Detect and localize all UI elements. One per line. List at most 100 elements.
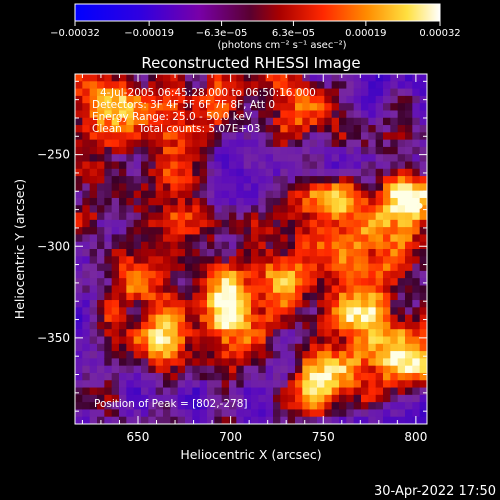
heatmap-cell xyxy=(412,263,421,272)
heatmap-cell xyxy=(317,183,325,192)
heatmap-cell xyxy=(207,117,215,126)
heatmap-cell xyxy=(207,110,215,119)
heatmap-cell xyxy=(397,125,406,133)
heatmap-cell xyxy=(104,154,113,162)
heatmap-cell xyxy=(405,380,413,388)
heatmap-cell xyxy=(397,139,406,148)
heatmap-cell xyxy=(75,81,83,89)
heatmap-cell xyxy=(75,146,83,155)
heatmap-cell xyxy=(170,110,179,119)
heatmap-cell xyxy=(302,74,311,82)
heatmap-cell xyxy=(309,394,318,403)
heatmap-cell xyxy=(383,176,391,184)
heatmap-cell xyxy=(383,103,391,111)
heatmap-cell xyxy=(331,154,340,162)
heatmap-cell xyxy=(331,219,340,228)
heatmap-cell xyxy=(280,219,289,228)
heatmap-cell xyxy=(405,263,413,272)
heatmap-cell xyxy=(148,372,157,381)
heatmap-cell xyxy=(133,314,142,323)
heatmap-cell xyxy=(346,402,355,410)
heatmap-cell xyxy=(331,270,340,279)
heatmap-cell xyxy=(148,139,157,148)
heatmap-cell xyxy=(119,380,127,388)
heatmap-cell xyxy=(207,161,215,170)
heatmap-cell xyxy=(273,416,281,424)
heatmap-cell xyxy=(280,117,289,126)
heatmap-cell xyxy=(368,183,377,192)
heatmap-cell xyxy=(119,387,127,396)
heatmap-cell xyxy=(97,249,105,257)
heatmap-cell xyxy=(331,176,340,184)
heatmap-cell xyxy=(368,103,377,111)
heatmap-cell xyxy=(192,227,201,235)
heatmap-cell xyxy=(405,234,413,243)
heatmap-cell xyxy=(141,168,149,177)
heatmap-cell xyxy=(309,300,318,308)
heatmap-cell xyxy=(141,270,149,279)
heatmap-cell xyxy=(287,81,296,89)
heatmap-cell xyxy=(361,110,369,119)
heatmap-cell xyxy=(317,146,325,155)
heatmap-cell xyxy=(258,278,267,286)
heatmap-cell xyxy=(383,88,391,97)
heatmap-cell xyxy=(243,402,252,410)
heatmap-cell xyxy=(397,183,406,192)
heatmap-cell xyxy=(265,241,274,250)
heatmap-cell xyxy=(397,132,406,141)
heatmap-cell xyxy=(383,117,391,126)
heatmap-cell xyxy=(214,394,223,403)
heatmap-cell xyxy=(302,154,311,162)
heatmap-cell xyxy=(368,197,377,206)
heatmap-cell xyxy=(119,351,127,359)
heatmap-cell xyxy=(82,336,91,345)
heatmap-cell xyxy=(353,402,362,410)
heatmap-cell xyxy=(199,219,208,228)
heatmap-cell xyxy=(163,219,171,228)
heatmap-cell xyxy=(383,168,391,177)
heatmap-cell xyxy=(214,263,223,272)
heatmap-cell xyxy=(155,81,164,89)
heatmap-cell xyxy=(133,234,142,243)
heatmap-cell xyxy=(375,183,384,192)
heatmap-cell xyxy=(339,387,347,396)
heatmap-cell xyxy=(412,394,421,403)
heatmap-cell xyxy=(265,292,274,301)
heatmap-cell xyxy=(170,343,179,352)
heatmap-cell xyxy=(295,249,303,257)
heatmap-cell xyxy=(243,372,252,381)
heatmap-cell xyxy=(185,219,193,228)
heatmap-cell xyxy=(185,139,193,148)
heatmap-cell xyxy=(368,256,377,264)
heatmap-cell xyxy=(199,241,208,250)
heatmap-cell xyxy=(412,168,421,177)
heatmap-cell xyxy=(258,358,267,367)
colorbar-tick-label: 0.00019 xyxy=(345,28,386,39)
heatmap-cell xyxy=(295,372,303,381)
heatmap-cell xyxy=(258,416,267,424)
heatmap-cell xyxy=(280,358,289,367)
heatmap-cell xyxy=(104,300,113,308)
heatmap-cell xyxy=(89,329,98,337)
heatmap-cell xyxy=(419,402,427,410)
heatmap-cell xyxy=(346,249,355,257)
heatmap-cell xyxy=(273,321,281,330)
heatmap-cell xyxy=(302,219,311,228)
heatmap-cell xyxy=(236,154,245,162)
heatmap-cell xyxy=(280,227,289,235)
heatmap-cell xyxy=(353,197,362,206)
heatmap-cell xyxy=(119,278,127,286)
heatmap-cell xyxy=(126,190,135,199)
heatmap-cell xyxy=(324,132,333,141)
heatmap-cell xyxy=(207,139,215,148)
heatmap-cell xyxy=(383,190,391,199)
heatmap-cell xyxy=(346,270,355,279)
heatmap-cell xyxy=(412,409,421,418)
heatmap-cell xyxy=(339,168,347,177)
heatmap-cell xyxy=(346,409,355,418)
heatmap-cell xyxy=(141,351,149,359)
heatmap-cell xyxy=(89,416,98,424)
heatmap-cell xyxy=(405,343,413,352)
heatmap-cell xyxy=(185,256,193,264)
heatmap-cell xyxy=(251,278,259,286)
